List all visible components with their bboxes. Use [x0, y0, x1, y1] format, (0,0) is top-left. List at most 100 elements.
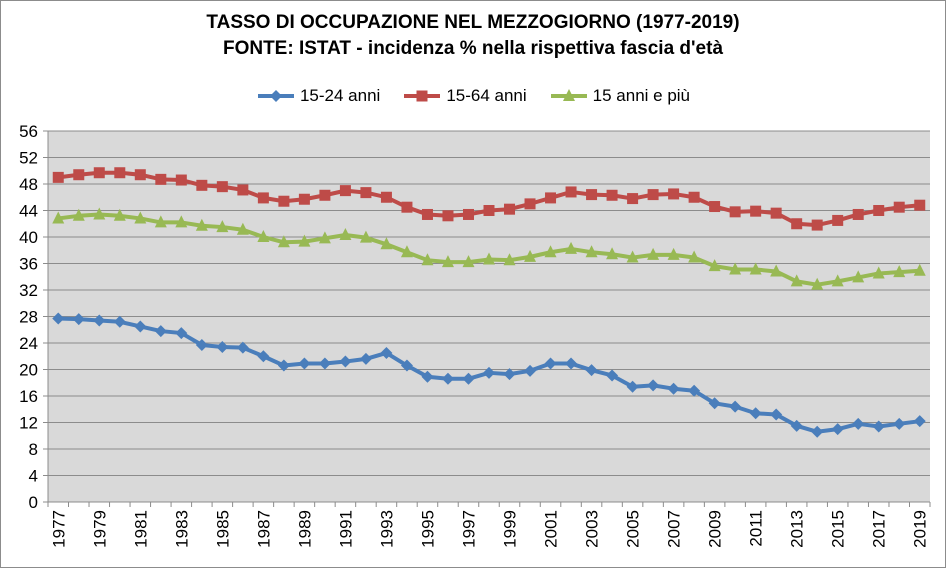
- data-point: [52, 211, 65, 224]
- data-point: [647, 379, 660, 392]
- data-point: [359, 230, 372, 243]
- data-point: [359, 352, 372, 365]
- data-point: [585, 364, 598, 377]
- data-point: [380, 237, 393, 250]
- data-point: [462, 208, 474, 220]
- x-tick-label: 2001: [542, 510, 561, 548]
- data-point: [257, 192, 269, 204]
- series-3: [52, 207, 926, 290]
- y-tick-label: 32: [19, 281, 38, 300]
- data-point: [175, 327, 188, 340]
- y-tick-label: 8: [29, 440, 38, 459]
- data-point: [401, 201, 413, 213]
- data-point: [503, 368, 516, 381]
- data-point: [708, 397, 721, 410]
- data-point: [113, 315, 126, 328]
- data-point: [524, 364, 537, 377]
- data-point: [339, 185, 351, 197]
- data-point: [113, 208, 126, 221]
- y-tick-label: 12: [19, 414, 38, 433]
- data-point: [586, 189, 598, 201]
- data-point: [790, 274, 803, 287]
- data-point: [462, 255, 475, 268]
- data-point: [216, 220, 229, 233]
- data-point: [277, 235, 290, 248]
- data-point: [93, 167, 105, 179]
- x-tick-label: 2013: [788, 510, 807, 548]
- legend-label: 15-24 anni: [299, 86, 381, 105]
- data-point: [52, 312, 65, 325]
- legend-marker: [257, 90, 294, 102]
- y-tick-label: 0: [29, 493, 38, 512]
- data-point: [195, 338, 208, 351]
- data-point: [380, 346, 393, 359]
- data-point: [524, 198, 536, 210]
- x-tick-label: 1995: [418, 510, 437, 548]
- data-point: [298, 357, 311, 370]
- x-tick-label: 2003: [583, 510, 602, 548]
- y-tick-label: 36: [19, 255, 38, 274]
- data-point: [134, 169, 146, 181]
- data-point: [770, 408, 783, 421]
- data-point: [155, 173, 167, 185]
- data-point: [688, 384, 701, 397]
- y-tick-label: 16: [19, 387, 38, 406]
- data-point: [503, 253, 516, 266]
- data-point: [134, 211, 147, 224]
- data-point: [360, 187, 372, 199]
- data-point: [318, 231, 331, 244]
- data-point: [52, 171, 64, 183]
- x-tick-label: 1977: [49, 510, 68, 548]
- data-point: [195, 218, 208, 231]
- data-point: [73, 169, 85, 181]
- y-tick-label: 20: [19, 361, 38, 380]
- data-point: [216, 340, 229, 353]
- data-point: [852, 270, 865, 283]
- data-point: [441, 255, 454, 268]
- x-tick-label: 2015: [829, 510, 848, 548]
- data-point: [811, 425, 824, 438]
- data-point: [565, 186, 577, 198]
- legend-item-2: 15-64 anni: [402, 86, 527, 106]
- x-tick-label: 1989: [295, 510, 314, 548]
- y-tick-label: 24: [19, 334, 38, 353]
- data-point: [831, 274, 844, 287]
- data-point: [380, 191, 392, 203]
- legend-marker: [404, 90, 441, 102]
- data-point: [114, 167, 126, 179]
- x-tick-label: 2009: [706, 510, 725, 548]
- y-tick-label: 28: [19, 308, 38, 327]
- legend-marker: [550, 89, 587, 101]
- data-point: [400, 245, 413, 258]
- legend-label: 15-64 anni: [446, 86, 527, 105]
- x-tick-label: 1981: [131, 510, 150, 548]
- data-point: [708, 259, 721, 272]
- data-point: [606, 247, 619, 260]
- data-point: [93, 314, 106, 327]
- data-point: [483, 366, 495, 379]
- y-tick-label: 56: [19, 122, 38, 141]
- data-point: [790, 419, 803, 432]
- y-tick-label: 40: [19, 228, 38, 247]
- data-point: [729, 206, 741, 218]
- data-point: [914, 199, 926, 211]
- data-point: [667, 247, 680, 260]
- data-point: [462, 372, 475, 385]
- y-tick-label: 48: [19, 175, 38, 194]
- data-point: [606, 189, 618, 201]
- data-point: [72, 208, 85, 221]
- x-tick-label: 1985: [213, 510, 232, 548]
- y-tick-label: 4: [29, 467, 38, 486]
- data-point: [154, 325, 167, 338]
- data-point: [400, 359, 413, 372]
- series-2: [52, 167, 926, 231]
- data-point: [504, 203, 516, 215]
- data-point: [831, 423, 844, 436]
- data-point: [627, 193, 639, 205]
- chart-title: TASSO DI OCCUPAZIONE NEL MEZZOGIORNO (19…: [206, 12, 740, 33]
- data-point: [832, 214, 844, 226]
- data-point: [893, 265, 906, 278]
- data-point: [626, 250, 639, 263]
- data-point: [237, 184, 249, 196]
- data-point: [154, 215, 167, 228]
